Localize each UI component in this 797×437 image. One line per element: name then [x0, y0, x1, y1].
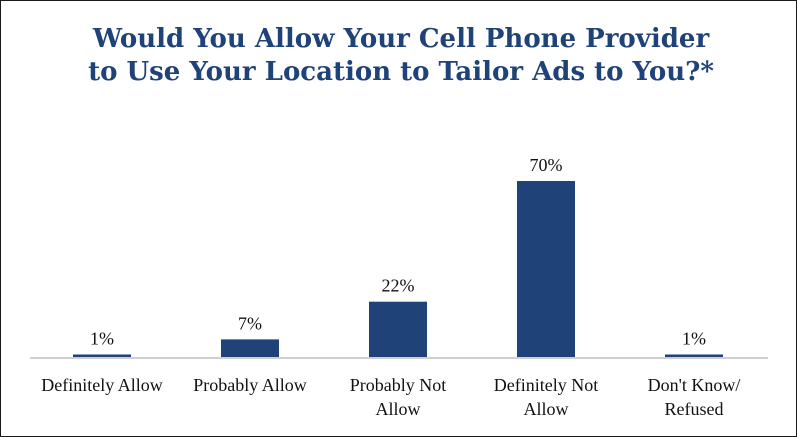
bar-0: [73, 354, 131, 357]
value-label-1: 7%: [238, 313, 262, 333]
category-label-1-line-0: Probably Allow: [193, 375, 307, 395]
category-label-4-line-0: Don't Know/: [648, 375, 741, 395]
value-labels-group: 1% 7% 22% 70% 1%: [90, 155, 706, 349]
category-label-2-line-1: Allow: [376, 399, 421, 419]
bar-1: [221, 339, 279, 357]
chart-title: Would You Allow Your Cell Phone Provider…: [88, 24, 714, 87]
category-label-2: Probably Not Allow: [350, 375, 447, 419]
value-label-0: 1%: [90, 329, 114, 349]
category-label-0: Definitely Allow: [41, 375, 162, 395]
category-labels-group: Definitely Allow Probably Allow Probably N…: [41, 375, 740, 419]
bar-4: [665, 354, 723, 357]
value-label-4: 1%: [682, 329, 706, 349]
value-label-3: 70%: [530, 155, 563, 175]
category-label-4: Don't Know/Refused: [648, 375, 741, 419]
category-label-0-line-0: Definitely Allow: [41, 375, 162, 395]
category-label-3-line-1: Allow: [524, 399, 569, 419]
bar-3: [517, 181, 575, 357]
category-label-1: Probably Allow: [193, 375, 307, 395]
category-label-3: Definitely Not Allow: [494, 375, 598, 419]
bars-group: [73, 181, 723, 357]
category-label-4-line-1: Refused: [665, 399, 724, 419]
value-label-2: 22%: [382, 276, 415, 296]
bar-2: [369, 301, 427, 357]
category-label-3-line-0: Definitely Not: [494, 375, 598, 395]
category-label-2-line-0: Probably Not: [350, 375, 447, 395]
